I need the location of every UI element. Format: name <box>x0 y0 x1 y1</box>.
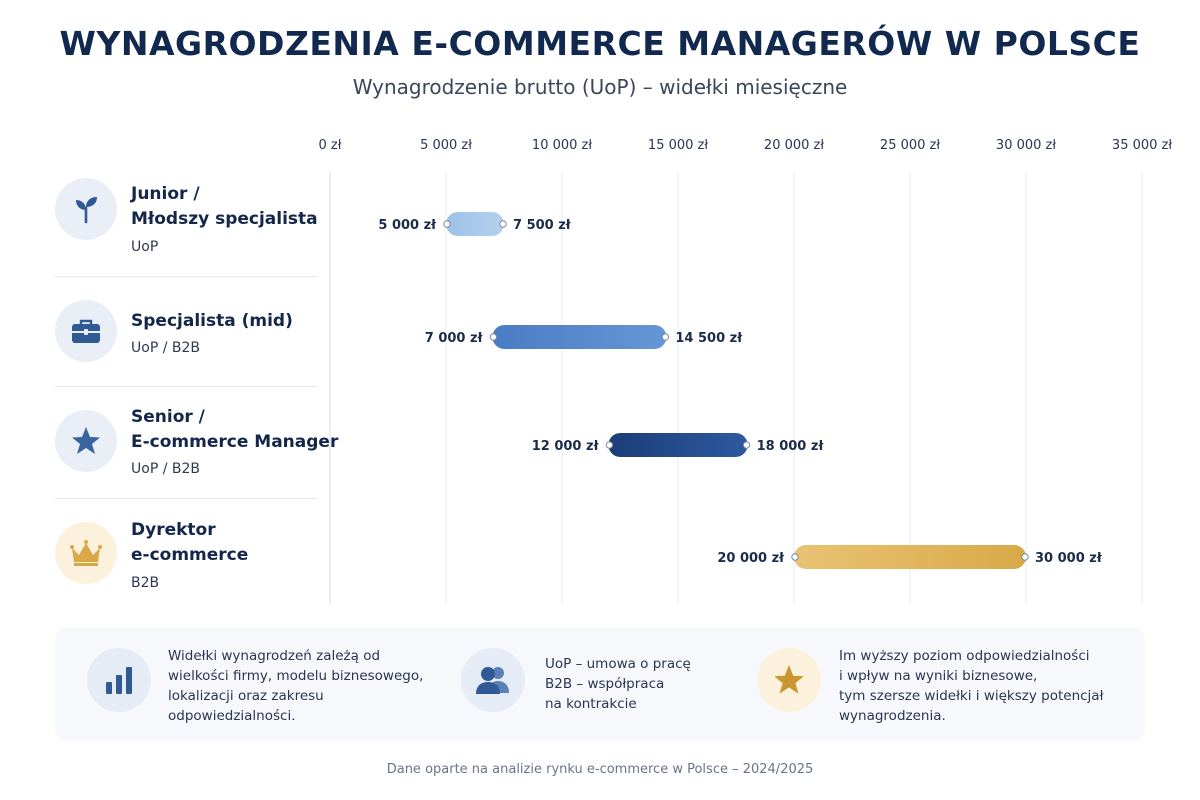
x-tick-label: 10 000 zł <box>532 138 592 153</box>
star-icon <box>55 410 117 472</box>
x-tick-label: 30 000 zł <box>996 138 1056 153</box>
x-tick-label: 15 000 zł <box>648 138 708 153</box>
info-text-contract-types: UoP – umowa o pracę B2B – współpraca na … <box>545 656 691 712</box>
range-min-label: 7 000 zł <box>425 331 484 346</box>
level-contract-mid: UoP / B2B <box>131 340 200 356</box>
bar-chart-icon <box>87 648 151 712</box>
level-contract-senior: UoP / B2B <box>131 461 200 477</box>
level-contract-director: B2B <box>131 575 160 591</box>
users-icon <box>461 648 525 712</box>
info-text-salary-factors: Widełki wynagrodzeń zależą od wielkości … <box>168 648 424 724</box>
range-min-marker <box>443 220 451 228</box>
x-tick-label: 25 000 zł <box>880 138 940 153</box>
crown-icon <box>55 522 117 584</box>
sprout-icon <box>55 178 117 240</box>
row-divider <box>55 386 317 387</box>
page-subtitle: Wynagrodzenie brutto (UoP) – widełki mie… <box>352 75 848 99</box>
range-max-marker <box>661 333 670 341</box>
range-min-marker <box>791 553 799 561</box>
row-divider <box>55 276 317 277</box>
level-name-mid: Specjalista (mid) <box>131 311 293 331</box>
x-tick-label: 5 000 zł <box>420 138 472 153</box>
range-max-label: 7 500 zł <box>513 218 572 233</box>
range-min-marker <box>605 441 614 449</box>
level-name-senior: Senior / E-commerce Manager <box>131 407 339 452</box>
level-name-junior: Junior / Młodszy specjalista <box>131 184 318 229</box>
briefcase-icon <box>55 300 117 362</box>
range-bar <box>492 325 667 349</box>
range-max-marker <box>499 220 507 228</box>
level-name-director: Dyrektor e-commerce <box>131 520 249 565</box>
x-tick-label: 35 000 zł <box>1112 138 1172 153</box>
info-panel <box>55 628 1145 740</box>
x-tick-label: 20 000 zł <box>764 138 824 153</box>
range-max-label: 18 000 zł <box>757 439 825 454</box>
range-min-label: 5 000 zł <box>378 218 437 233</box>
range-bar <box>446 212 504 236</box>
footer-source: Dane oparte na analizie rynku e-commerce… <box>386 762 814 777</box>
x-tick-label: 0 zł <box>319 138 342 153</box>
range-max-marker <box>742 441 751 449</box>
range-max-label: 30 000 zł <box>1035 551 1103 566</box>
range-bar <box>794 545 1026 569</box>
range-min-marker <box>489 333 498 341</box>
range-min-label: 20 000 zł <box>717 551 785 566</box>
info-text-responsibility: Im wyższy poziom odpowiedzialności i wpł… <box>839 648 1104 724</box>
row-divider <box>55 498 317 499</box>
range-min-label: 12 000 zł <box>532 439 600 454</box>
level-contract-junior: UoP <box>131 239 159 255</box>
star-icon <box>757 648 821 712</box>
range-max-label: 14 500 zł <box>675 331 743 346</box>
page-title: WYNAGRODZENIA E-COMMERCE MANAGERÓW W POL… <box>59 24 1141 63</box>
range-bar <box>608 433 748 457</box>
range-max-marker <box>1021 553 1029 561</box>
